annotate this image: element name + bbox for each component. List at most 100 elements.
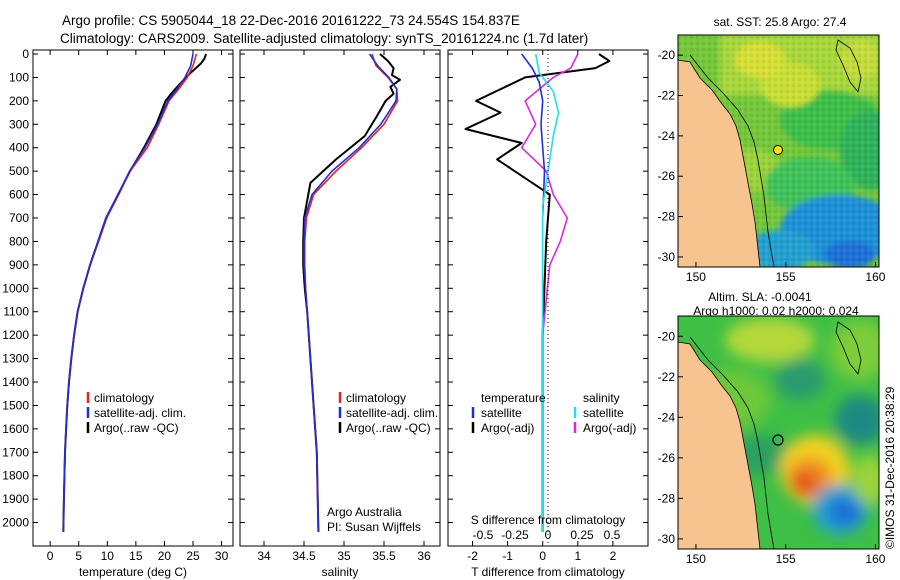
salinity-profiles <box>302 53 401 532</box>
depth-tick-label: 1100 <box>3 305 29 319</box>
s-tick-label: -0.25 <box>501 528 529 542</box>
temperature-plot-frame <box>32 49 234 547</box>
x-tick-label: 36 <box>417 549 431 563</box>
salinity-axis-label: salinity <box>322 565 359 579</box>
sla-map-title: Altim. SLA: -0.0041 <box>708 290 812 304</box>
legend-climatology-label: climatology <box>94 391 154 405</box>
sst-map-title: sat. SST: 25.8 Argo: 27.4 <box>714 15 847 29</box>
x-tick-label: 35 <box>337 549 351 563</box>
lon-tick-label: 150 <box>686 270 706 284</box>
depth-tick-label: 1000 <box>2 281 29 295</box>
s-tick-label: 0 <box>545 528 552 542</box>
legend-satellite-label: satellite-adj. clim. <box>94 406 186 420</box>
sst-map-frame <box>677 34 880 268</box>
salinity-axis-ticks: 34 34.5 35 35.5 36 <box>257 50 431 563</box>
lon-tick-label: 150 <box>686 552 706 566</box>
depth-tick-label: 1400 <box>2 375 29 389</box>
legend-argo-label: Argo(..raw -QC) <box>346 421 431 435</box>
legend-temperature-title: temperature <box>481 391 546 405</box>
x-tick-label: 0 <box>539 549 546 563</box>
legend-argo-label: Argo(..raw -QC) <box>94 421 179 435</box>
depth-tick-label: 600 <box>9 188 29 202</box>
australia-coast-land <box>678 59 761 267</box>
x-tick-label: -1 <box>502 549 513 563</box>
series-line-salinity-satellite <box>534 53 560 532</box>
temperature-profiles <box>62 53 208 532</box>
header-line-1: Argo profile: CS 5905044_18 22-Dec-2016 … <box>62 13 520 28</box>
argo-position-marker <box>773 145 783 155</box>
series-line-temperature-argo-adj <box>464 53 611 532</box>
depth-axis-ticks: 0 100 200 300 400 500 600 700 800 900 1000 1100 1200… <box>2 47 233 530</box>
sla-map-subtitle: Argo h1000: 0.02 h2000: 0.024 <box>693 304 859 318</box>
x-tick-label: 1 <box>574 549 581 563</box>
legend-salinity-title: salinity <box>583 391 620 405</box>
sla-map-panel: Altim. SLA: -0.0041 Argo h1000: 0.02 h20… <box>658 290 886 566</box>
sst-map-field <box>678 35 879 267</box>
lat-tick-label: -22 <box>658 89 676 103</box>
salinity-panel: 34 34.5 35 35.5 36 climatology satellite-adj… <box>239 49 441 579</box>
depth-tick-label: 1200 <box>2 328 29 342</box>
sst-map-axis-ticks: 150 155 160 -20 -22 -24 -26 -28 -30 <box>658 48 886 284</box>
lat-tick-label: -20 <box>658 48 676 62</box>
salinity-depth-ticks <box>240 53 440 524</box>
difference-profiles <box>464 53 611 532</box>
depth-tick-label: 400 <box>9 141 29 155</box>
x-tick-label: -2 <box>467 549 478 563</box>
argo-position-marker <box>772 434 784 446</box>
pi-label: PI: Susan Wijffels <box>327 520 421 534</box>
lat-tick-label: -28 <box>658 491 676 505</box>
sla-map-field <box>678 316 879 549</box>
island-contour <box>835 39 862 93</box>
depth-tick-label: 700 <box>9 211 29 225</box>
legend-t-argo-label: Argo(-adj) <box>481 421 534 435</box>
temperature-legend: climatology satellite-adj. clim. Argo(..… <box>86 391 186 435</box>
x-tick-label: 20 <box>158 549 172 563</box>
lon-tick-label: 155 <box>776 552 796 566</box>
depth-tick-label: 2000 <box>2 516 29 530</box>
lat-tick-label: -30 <box>658 250 676 264</box>
s-tick-label: 0.25 <box>570 528 594 542</box>
s-tick-label: -0.5 <box>473 528 494 542</box>
australia-coast-land <box>678 341 761 549</box>
temperature-axis-ticks: 0 5 10 15 20 25 30 <box>47 50 229 563</box>
sla-map-frame <box>677 315 880 550</box>
lat-tick-label: -30 <box>658 532 676 546</box>
depth-tick-label: 800 <box>9 234 29 248</box>
salinity-plot-frame <box>239 49 441 547</box>
difference-panel: -2 -1 0 1 2 temperature salinity satellite A… <box>447 49 649 579</box>
legend-climatology-label: climatology <box>346 391 406 405</box>
shelf-contour <box>689 336 775 549</box>
depth-tick-label: 1700 <box>2 445 29 459</box>
legend-s-satellite-label: satellite <box>583 406 624 420</box>
lon-tick-label: 160 <box>865 270 885 284</box>
institution-label: Argo Australia <box>327 505 402 519</box>
header-line-2: Climatology: CARS2009. Satellite-adjuste… <box>60 31 588 46</box>
depth-tick-label: 500 <box>9 164 29 178</box>
series-line-satellite-adj-clim <box>62 53 194 532</box>
depth-tick-label: 300 <box>9 117 29 131</box>
series-line-salinity-argo-adj <box>520 53 579 532</box>
sst-map-panel: sat. SST: 25.8 Argo: 27.4 <box>658 15 886 284</box>
legend-t-satellite-label: satellite <box>481 406 522 420</box>
sla-map-axis-ticks: 150 155 160 -20 -22 -24 -26 -28 -30 <box>658 329 886 566</box>
x-tick-label: 34.5 <box>292 549 316 563</box>
x-tick-label: 5 <box>75 549 82 563</box>
s-tick-label: 0.5 <box>604 528 621 542</box>
lat-tick-label: -20 <box>658 329 676 343</box>
lat-tick-label: -24 <box>658 410 676 424</box>
depth-tick-label: 1800 <box>2 469 29 483</box>
lat-tick-label: -22 <box>658 370 676 384</box>
depth-tick-label: 100 <box>9 70 29 84</box>
legend-satellite-label: satellite-adj. clim. <box>346 406 438 420</box>
lat-tick-label: -24 <box>658 129 676 143</box>
credit-stamp: ©IMOS 31-Dec-2016 20:38:29 <box>883 386 897 549</box>
difference-legend: temperature salinity satellite Argo(-adj… <box>471 391 636 435</box>
x-tick-label: 2 <box>610 549 617 563</box>
x-tick-label: 34 <box>257 549 271 563</box>
t-difference-axis-ticks: -2 -1 0 1 2 <box>467 50 617 563</box>
x-tick-label: 25 <box>186 549 200 563</box>
x-tick-label: 0 <box>47 549 54 563</box>
shelf-contour <box>689 54 775 267</box>
x-tick-label: 10 <box>101 549 115 563</box>
